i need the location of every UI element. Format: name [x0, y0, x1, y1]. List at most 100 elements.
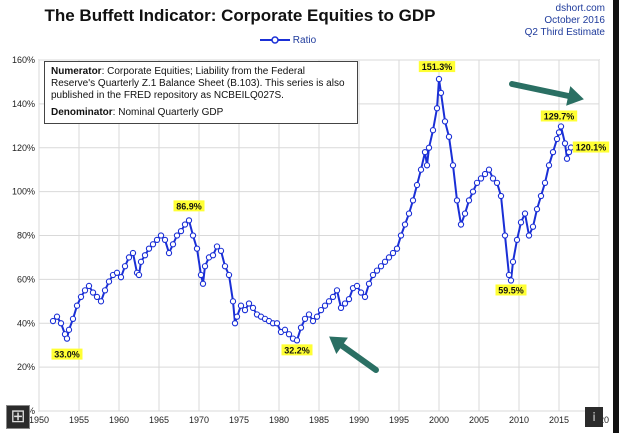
- data-point: [321, 302, 329, 309]
- data-point: [469, 188, 477, 195]
- data-point: [453, 197, 461, 204]
- annotation-box: Numerator: Corporate Equities; Liability…: [44, 61, 358, 124]
- data-point: [465, 197, 473, 204]
- x-tick-label: 1970: [189, 415, 209, 425]
- data-point: [409, 197, 417, 204]
- data-point: [405, 210, 413, 217]
- y-tick-label: 140%: [12, 99, 35, 109]
- arrow-head: [329, 336, 348, 354]
- x-tick-label: 2015: [549, 415, 569, 425]
- arrow-shaft: [509, 81, 581, 101]
- data-point: [141, 252, 149, 259]
- data-point: [281, 326, 289, 333]
- data-point: [557, 123, 565, 130]
- source-line: Q2 Third Estimate: [524, 27, 605, 38]
- info-icon[interactable]: ⅰ: [585, 407, 603, 427]
- data-point: [445, 133, 453, 140]
- data-point: [197, 271, 205, 279]
- chart-title: The Buffett Indicator: Corporate Equitie…: [44, 6, 436, 25]
- value-label-highlight: [51, 348, 83, 360]
- data-point: [545, 162, 553, 169]
- data-point: [435, 75, 443, 83]
- data-point: [63, 335, 71, 342]
- data-point: [293, 337, 301, 344]
- data-point: [49, 317, 57, 325]
- data-point: [245, 300, 253, 307]
- data-point: [149, 241, 157, 248]
- x-tick-label: 1960: [109, 415, 129, 425]
- data-point: [305, 311, 313, 318]
- legend-line-marker-icon: [260, 36, 290, 45]
- source-attribution: dshort.com October 2016 Q2 Third Estimat…: [525, 3, 605, 39]
- x-tick-label: 1975: [229, 415, 249, 425]
- data-point: [135, 271, 143, 279]
- x-tick-label: 1955: [69, 415, 89, 425]
- data-point: [549, 148, 557, 156]
- data-point: [507, 277, 515, 284]
- value-label-highlight: [173, 200, 205, 212]
- y-tick-label: 100%: [12, 187, 35, 197]
- data-point: [69, 315, 77, 323]
- value-label: 59.5%: [498, 285, 524, 295]
- data-point: [217, 247, 225, 255]
- data-point: [397, 232, 405, 239]
- data-point: [481, 170, 489, 178]
- data-point: [85, 282, 93, 290]
- value-label: 33.0%: [54, 350, 80, 360]
- data-point: [425, 144, 433, 151]
- data-point: [73, 302, 81, 309]
- data-point: [233, 313, 241, 320]
- data-point: [169, 241, 177, 248]
- data-point: [137, 258, 145, 265]
- data-point: [401, 221, 409, 228]
- x-tick-label: 1950: [29, 415, 49, 425]
- data-point: [121, 263, 129, 270]
- data-point: [477, 175, 485, 182]
- expand-icon[interactable]: ⊞: [6, 405, 30, 429]
- data-point: [117, 274, 125, 281]
- data-point: [341, 300, 349, 307]
- data-point: [493, 179, 501, 186]
- value-label-highlight: [281, 344, 313, 356]
- data-point: [361, 293, 369, 301]
- data-point: [189, 232, 197, 239]
- data-point: [553, 135, 561, 143]
- data-point: [193, 245, 201, 252]
- data-point: [65, 326, 73, 333]
- data-point: [313, 313, 321, 320]
- value-label: 129.7%: [544, 111, 575, 121]
- data-point: [505, 271, 513, 279]
- data-point: [413, 181, 421, 189]
- data-point: [373, 267, 381, 274]
- data-point: [517, 219, 525, 226]
- y-tick-label: 60%: [17, 274, 35, 284]
- data-point: [501, 232, 509, 239]
- data-point: [101, 287, 109, 294]
- data-point: [77, 293, 85, 301]
- data-point: [521, 210, 529, 217]
- data-point: [173, 232, 181, 239]
- denominator-label: Denominator: [51, 107, 113, 118]
- data-point: [93, 293, 101, 301]
- data-point: [209, 252, 217, 259]
- value-label: 86.9%: [176, 201, 202, 211]
- data-point: [199, 280, 207, 287]
- data-point: [441, 118, 449, 125]
- data-point: [369, 271, 377, 279]
- data-point: [433, 105, 441, 112]
- x-tick-label: 1995: [389, 415, 409, 425]
- data-point: [345, 295, 353, 303]
- data-point: [113, 269, 121, 276]
- y-tick-label: 80%: [17, 231, 35, 241]
- x-tick-label: 1990: [349, 415, 369, 425]
- data-point: [423, 162, 431, 169]
- denominator-text: : Nominal Quarterly GDP: [112, 107, 224, 118]
- x-tick-label: 2000: [429, 415, 449, 425]
- value-label: 32.2%: [284, 345, 310, 355]
- x-tick-label: 2010: [509, 415, 529, 425]
- data-point: [381, 258, 389, 265]
- data-point: [333, 287, 341, 294]
- data-point: [241, 306, 249, 314]
- data-point: [365, 280, 373, 287]
- data-point: [329, 293, 337, 301]
